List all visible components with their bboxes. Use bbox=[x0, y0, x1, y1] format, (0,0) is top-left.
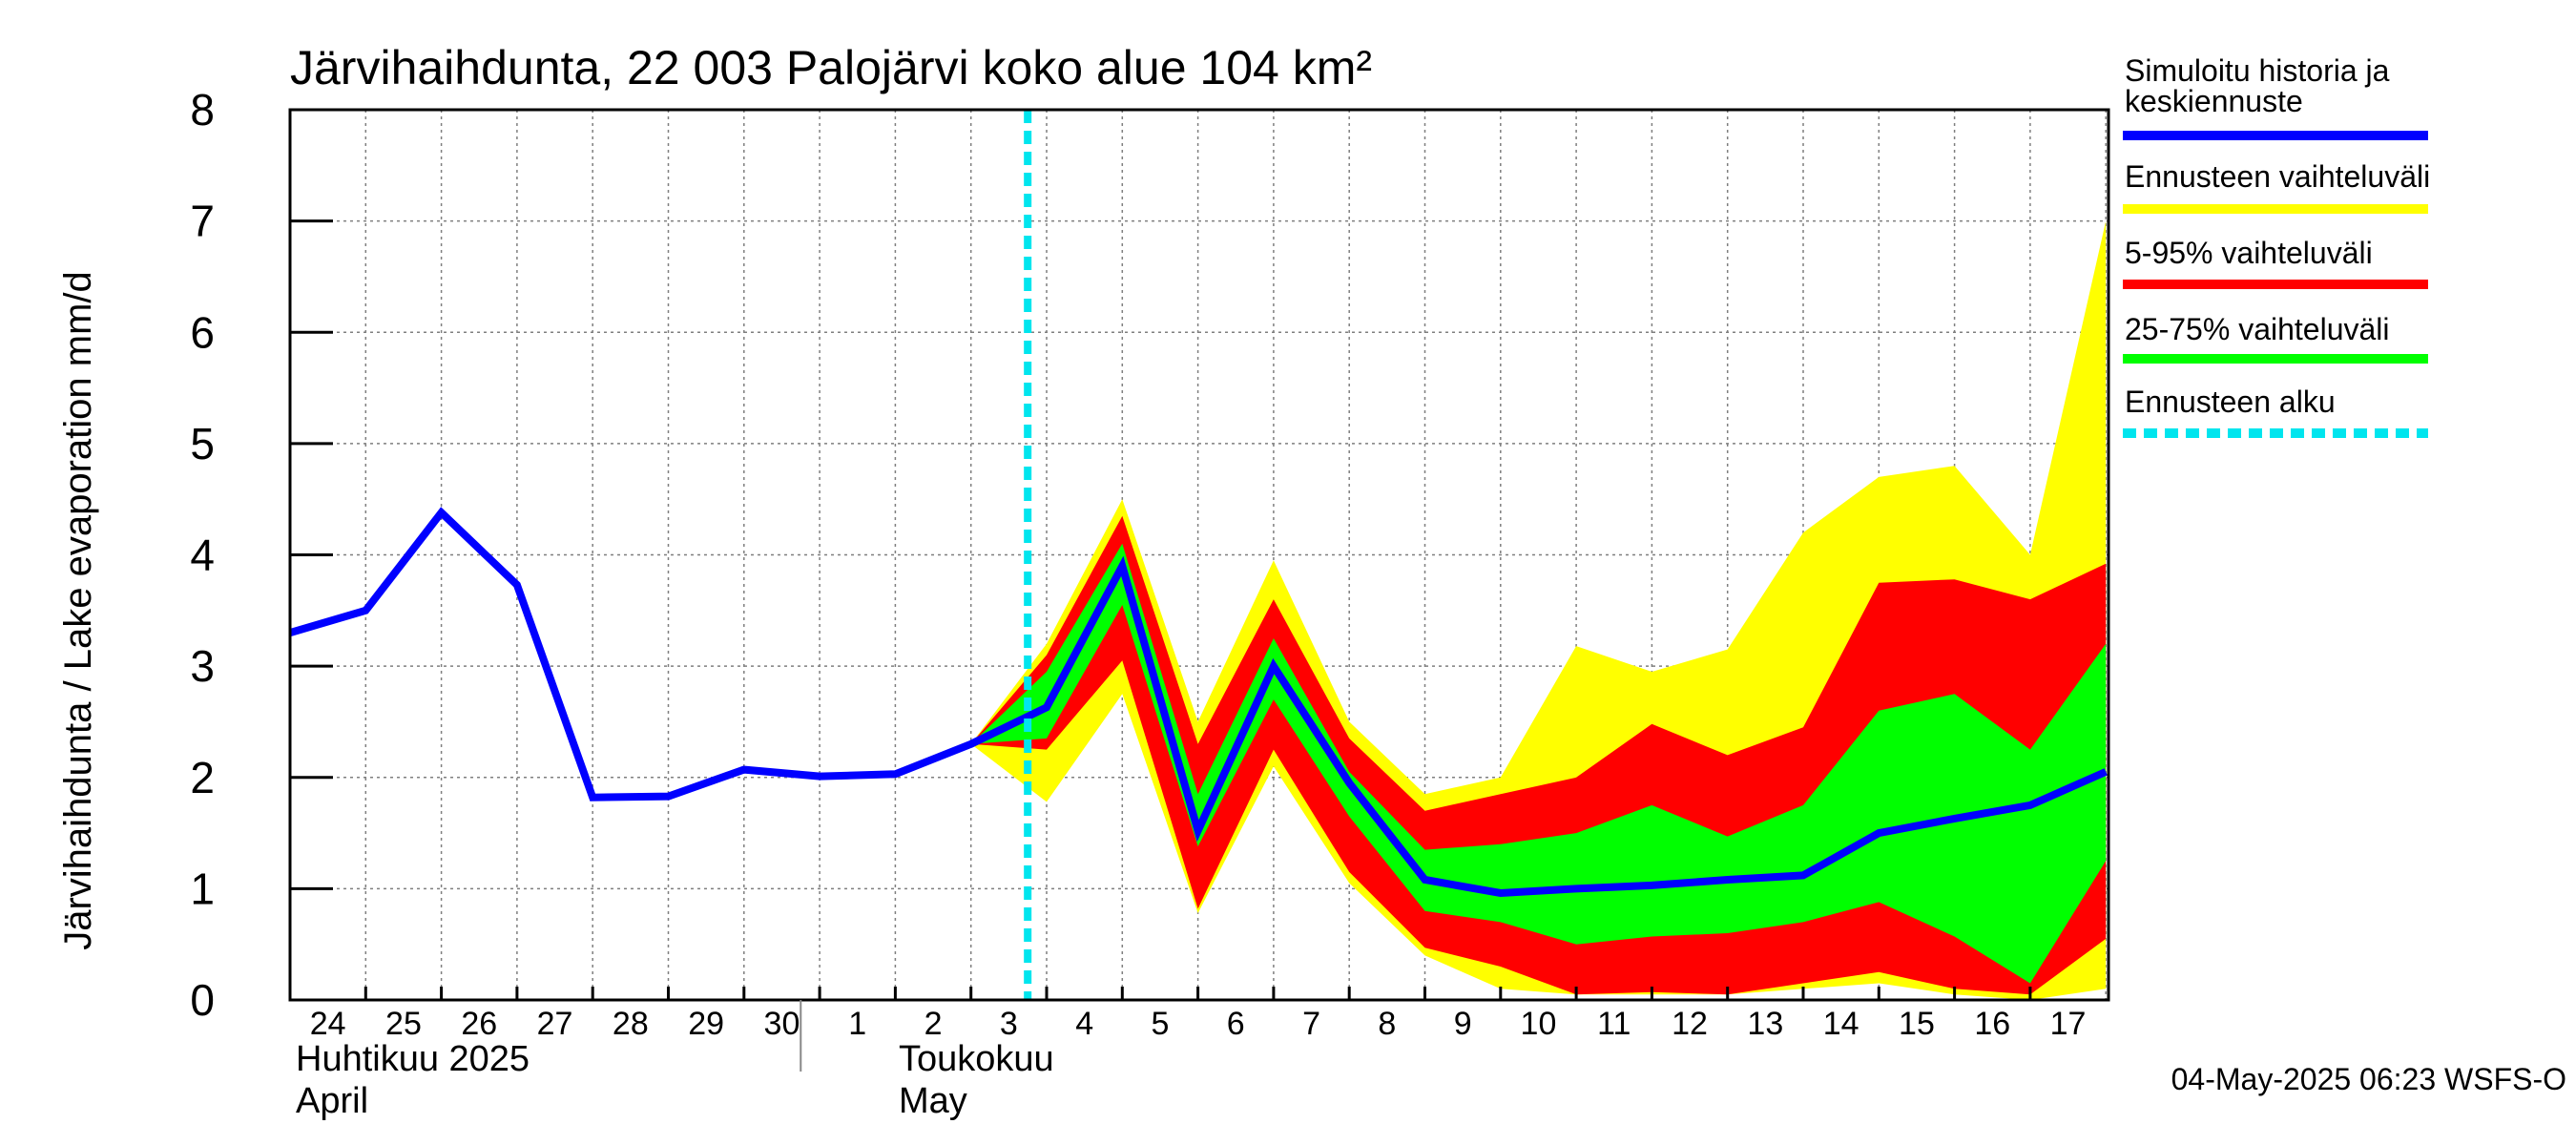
x-tick-label-13: 7 bbox=[1302, 1006, 1320, 1042]
legend-label-sim-line1: Simuloitu historia ja bbox=[2125, 53, 2390, 88]
month-labels: Huhtikuu 2025 April Toukokuu May bbox=[296, 1039, 1054, 1121]
x-tick-label-15: 9 bbox=[1454, 1006, 1472, 1042]
x-tick-label-4: 28 bbox=[613, 1006, 649, 1042]
legend-label-yellow: Ennusteen vaihteluväli bbox=[2125, 159, 2430, 194]
x-tick-label-16: 10 bbox=[1521, 1006, 1557, 1042]
y-tick-label-3: 3 bbox=[190, 641, 215, 691]
x-tick-label-7: 1 bbox=[848, 1006, 866, 1042]
legend: Simuloitu historia ja keskiennuste Ennus… bbox=[2123, 53, 2430, 438]
x-tick-label-3: 27 bbox=[537, 1006, 573, 1042]
month-label-may-fi: Toukokuu bbox=[899, 1039, 1054, 1079]
x-tick-label-6: 30 bbox=[764, 1006, 800, 1042]
x-tick-label-20: 14 bbox=[1823, 1006, 1859, 1042]
month-label-april-fi: Huhtikuu 2025 bbox=[296, 1039, 530, 1079]
band-25-75 bbox=[970, 543, 2107, 984]
x-tick-label-2: 26 bbox=[461, 1006, 497, 1042]
x-tick-labels: 24 25 26 27 28 29 30 1 2 3 4 5 6 7 8 9 10 11 12 13 14 15 16 17 bbox=[310, 1006, 2087, 1042]
x-tick-label-0: 24 bbox=[310, 1006, 346, 1042]
x-tick-label-14: 8 bbox=[1378, 1006, 1396, 1042]
y-tick-labels: 0 1 2 3 4 5 6 7 8 bbox=[190, 85, 215, 1025]
x-tick-label-21: 15 bbox=[1899, 1006, 1935, 1042]
x-tick-label-19: 13 bbox=[1747, 1006, 1783, 1042]
y-axis-label: Järvihaihdunta / Lake evaporation mm/d bbox=[57, 271, 99, 950]
chart-title: Järvihaihdunta, 22 003 Palojärvi koko al… bbox=[290, 41, 1372, 94]
series-line-layer bbox=[288, 507, 2108, 898]
x-tick-label-11: 5 bbox=[1151, 1006, 1169, 1042]
x-tick-label-5: 29 bbox=[688, 1006, 724, 1042]
axes bbox=[288, 108, 2110, 1072]
y-tick-label-0: 0 bbox=[190, 975, 215, 1025]
x-tick-label-23: 17 bbox=[2050, 1006, 2087, 1042]
legend-label-sim-line2: keskiennuste bbox=[2125, 84, 2303, 118]
y-tick-label-5: 5 bbox=[190, 419, 215, 468]
x-tick-label-10: 4 bbox=[1075, 1006, 1093, 1042]
y-tick-label-2: 2 bbox=[190, 753, 215, 802]
month-label-april-en: April bbox=[296, 1081, 368, 1121]
x-tick-label-22: 16 bbox=[1974, 1006, 2010, 1042]
legend-label-green: 25-75% vaihteluväli bbox=[2125, 312, 2390, 346]
green-band-area bbox=[970, 543, 2107, 984]
legend-label-forecast-start: Ennusteen alku bbox=[2125, 385, 2336, 419]
x-tick-label-17: 11 bbox=[1597, 1006, 1631, 1042]
x-tick-label-18: 12 bbox=[1672, 1006, 1708, 1042]
y-tick-label-4: 4 bbox=[190, 531, 215, 580]
legend-label-red: 5-95% vaihteluväli bbox=[2125, 236, 2373, 270]
x-tick-label-8: 2 bbox=[924, 1006, 943, 1042]
x-tick-label-1: 25 bbox=[385, 1006, 422, 1042]
y-tick-label-1: 1 bbox=[190, 864, 215, 913]
x-tick-label-9: 3 bbox=[1000, 1006, 1018, 1042]
y-tick-label-6: 6 bbox=[190, 307, 215, 357]
y-tick-label-7: 7 bbox=[190, 197, 215, 246]
y-tick-label-8: 8 bbox=[190, 85, 215, 135]
x-tick-label-12: 6 bbox=[1227, 1006, 1245, 1042]
month-label-may-en: May bbox=[899, 1081, 967, 1121]
footer-timestamp: 04-May-2025 06:23 WSFS-O bbox=[2171, 1062, 2566, 1096]
